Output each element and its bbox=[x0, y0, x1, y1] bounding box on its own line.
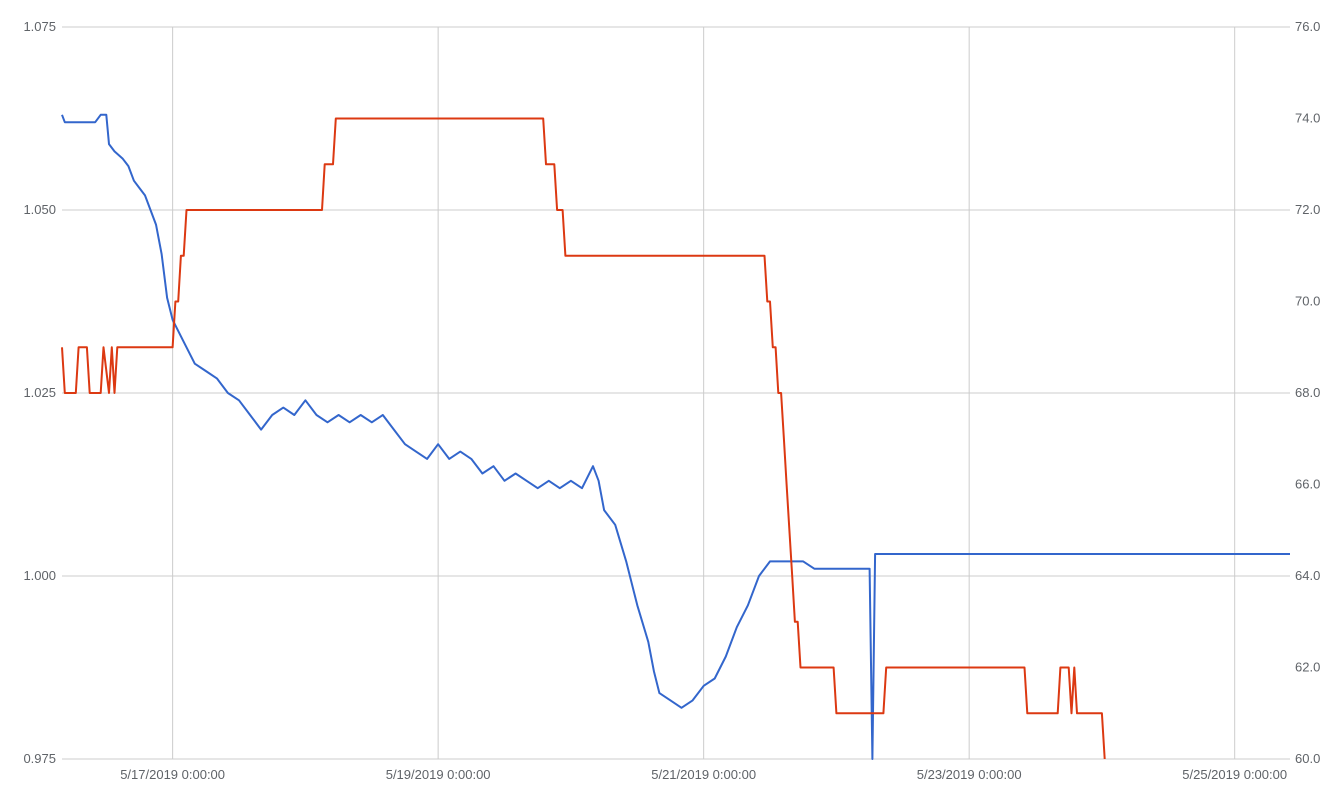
x-tick-label: 5/25/2019 0:00:00 bbox=[1182, 767, 1287, 782]
x-tick-label: 5/23/2019 0:00:00 bbox=[917, 767, 1022, 782]
series-line-left-axis bbox=[61, 113, 1290, 760]
left-tick-label: 1.050 bbox=[23, 202, 56, 217]
left-tick-label: 1.075 bbox=[23, 19, 56, 34]
right-tick-label: 60.0 bbox=[1295, 751, 1320, 766]
left-tick-label: 0.975 bbox=[23, 751, 56, 766]
right-tick-label: 64.0 bbox=[1295, 568, 1320, 583]
left-tick-label: 1.025 bbox=[23, 385, 56, 400]
left-y-axis: 0.975 1.000 1.025 1.050 1.075 bbox=[23, 19, 56, 766]
right-tick-label: 76.0 bbox=[1295, 19, 1320, 34]
x-tick-label: 5/21/2019 0:00:00 bbox=[651, 767, 756, 782]
right-tick-label: 70.0 bbox=[1295, 294, 1320, 309]
x-tick-label: 5/19/2019 0:00:00 bbox=[386, 767, 491, 782]
series-line-right-axis bbox=[61, 117, 1106, 760]
left-tick-label: 1.000 bbox=[23, 568, 56, 583]
x-axis: 5/17/2019 0:00:00 5/19/2019 0:00:00 5/21/2… bbox=[120, 767, 1287, 782]
series-layer bbox=[61, 113, 1290, 760]
right-tick-label: 72.0 bbox=[1295, 202, 1320, 217]
right-tick-label: 66.0 bbox=[1295, 477, 1320, 492]
right-tick-label: 62.0 bbox=[1295, 660, 1320, 675]
right-y-axis: 60.0 62.0 64.0 66.0 68.0 70.0 72.0 74.0 76.0 bbox=[1295, 19, 1320, 766]
right-tick-label: 74.0 bbox=[1295, 111, 1320, 126]
gridlines bbox=[62, 26, 1290, 760]
right-tick-label: 68.0 bbox=[1295, 385, 1320, 400]
x-tick-label: 5/17/2019 0:00:00 bbox=[120, 767, 225, 782]
